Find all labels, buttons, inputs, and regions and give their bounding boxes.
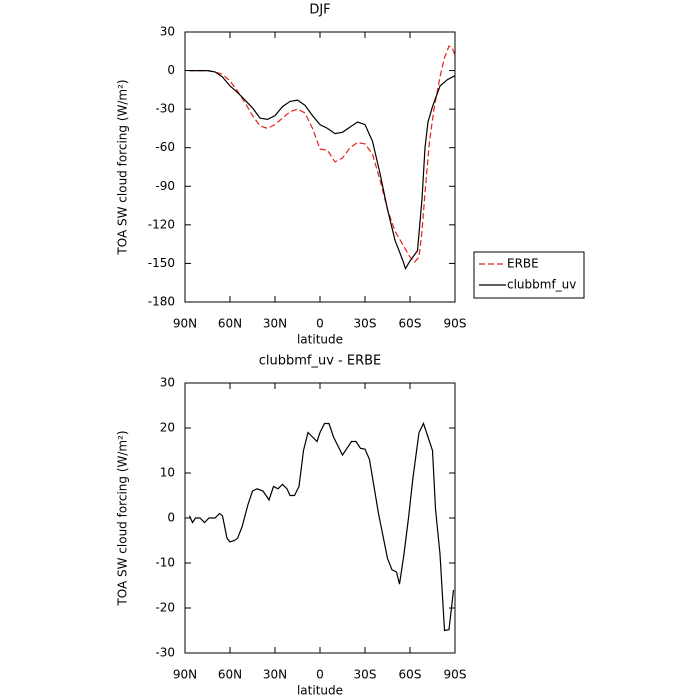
y-tick-label: 0 (167, 511, 175, 525)
data-line (189, 45, 456, 264)
legend: ERBE clubbmf_uv (473, 251, 585, 299)
y-tick-label: 30 (160, 25, 175, 39)
line-chart: DJF latitude TOA SW cloud forcing (W/m²) 90… (116, 3, 585, 347)
plot-frame (184, 382, 456, 654)
x-tick-label: 30S (354, 317, 377, 331)
y-tick-label: -120 (148, 217, 175, 231)
y-tick-label: 20 (160, 421, 175, 435)
plot-frame (184, 31, 456, 303)
chart-title: DJF (309, 3, 330, 18)
line-chart: clubbmf_uv - ERBE latitude TOA SW cloud fo… (116, 354, 467, 698)
chart-title: clubbmf_uv - ERBE (259, 354, 382, 369)
data-line (188, 421, 455, 632)
data-line (189, 70, 456, 271)
x-tick-label: 90N (173, 317, 197, 331)
x-axis-label: latitude (297, 684, 343, 698)
y-tick-label: -30 (155, 646, 175, 660)
x-tick-label: 30N (263, 317, 287, 331)
x-tick-label: 30S (354, 668, 377, 682)
y-tick-label: 0 (167, 63, 175, 77)
legend-label: clubbmf_uv (507, 278, 576, 292)
y-axis-label: TOA SW cloud forcing (W/m²) (116, 79, 130, 255)
y-tick-label: -90 (155, 179, 175, 193)
y-tick-label: 10 (160, 466, 175, 480)
x-tick-label: 90S (444, 668, 467, 682)
x-tick-label: 0 (316, 317, 324, 331)
legend-box (473, 251, 585, 299)
y-tick-label: -60 (155, 140, 175, 154)
legend-label: ERBE (507, 257, 539, 271)
y-tick-label: 30 (160, 376, 175, 390)
y-tick-label: -180 (148, 295, 175, 309)
x-tick-label: 90N (173, 668, 197, 682)
y-axis-label: TOA SW cloud forcing (W/m²) (116, 430, 130, 606)
y-tick-label: -20 (155, 601, 175, 615)
x-tick-label: 60S (399, 668, 422, 682)
x-tick-label: 0 (316, 668, 324, 682)
y-tick-label: -30 (155, 102, 175, 116)
x-tick-label: 90S (444, 317, 467, 331)
x-tick-label: 60N (218, 668, 242, 682)
y-tick-label: -10 (155, 556, 175, 570)
x-axis-label: latitude (297, 333, 343, 347)
y-tick-label: -150 (148, 256, 175, 270)
x-tick-label: 60S (399, 317, 422, 331)
x-tick-label: 30N (263, 668, 287, 682)
x-tick-label: 60N (218, 317, 242, 331)
